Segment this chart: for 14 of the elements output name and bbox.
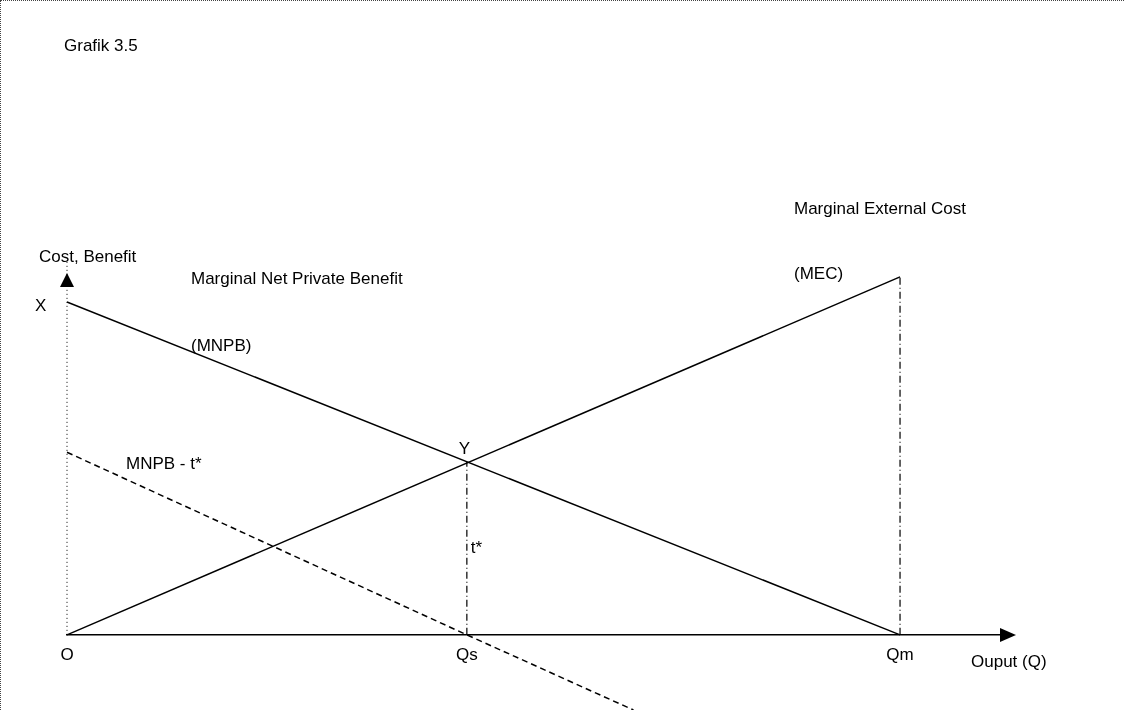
x-axis-title: Ouput (Q) — [971, 651, 1047, 671]
annotation: Y — [458, 438, 471, 458]
x-tick-label: O — [60, 644, 74, 664]
ref-line-label: t* — [470, 537, 483, 557]
chart-title: Grafik 3.5 — [64, 35, 138, 55]
series-label: (MEC) — [794, 263, 844, 283]
x-tick-label: Qm — [886, 644, 914, 664]
text: Marginal External Cost — [794, 198, 967, 218]
series-label: MNPB - t* — [126, 453, 202, 473]
y-axis-title: Cost, Benefit — [39, 246, 137, 266]
annotation: X — [35, 295, 47, 315]
x-tick-label: Qs — [455, 644, 478, 664]
series-label: (MNPB) — [191, 335, 252, 355]
annotation: Marginal Net Private Benefit — [191, 268, 403, 288]
